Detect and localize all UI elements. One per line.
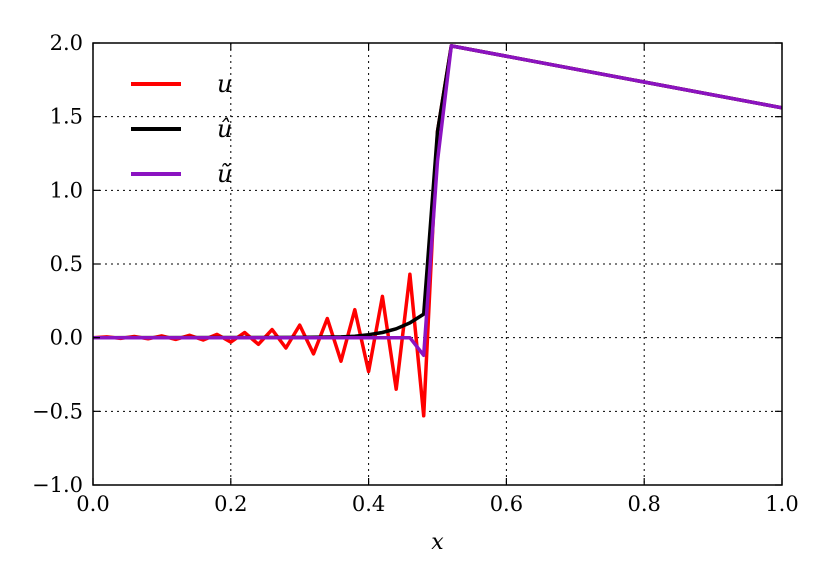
y-tick-label: 0.0 — [50, 326, 83, 350]
y-tick-label: 2.0 — [50, 31, 83, 55]
y-tick-label: −0.5 — [32, 399, 83, 423]
legend: uûũ — [131, 70, 232, 188]
plot-series — [92, 44, 783, 418]
series-line-0 — [92, 44, 783, 418]
x-tick-label: 0.8 — [627, 492, 660, 516]
y-tick-label: 0.5 — [50, 252, 83, 276]
series-line-2 — [93, 44, 783, 358]
x-tick-label: 1.0 — [765, 492, 798, 516]
legend-label: u — [217, 70, 232, 98]
legend-label: û — [217, 115, 232, 143]
axis-ticks — [92, 42, 783, 486]
x-tick-label: 0.2 — [214, 492, 247, 516]
y-tick-label: −1.0 — [32, 473, 83, 497]
legend-label: ũ — [217, 160, 232, 188]
x-tick-label: 0.0 — [76, 492, 109, 516]
y-tick-labels: −1.0 −0.5 0.0 0.5 1.0 1.5 2.0 — [32, 31, 83, 497]
y-tick-label: 1.0 — [50, 178, 83, 202]
grid — [92, 42, 783, 486]
x-tick-labels: 0.0 0.2 0.4 0.6 0.8 1.0 — [76, 492, 798, 516]
x-axis-label: x — [431, 530, 444, 555]
x-tick-label: 0.6 — [490, 492, 523, 516]
x-tick-label: 0.4 — [352, 492, 385, 516]
y-tick-label: 1.5 — [50, 105, 83, 129]
